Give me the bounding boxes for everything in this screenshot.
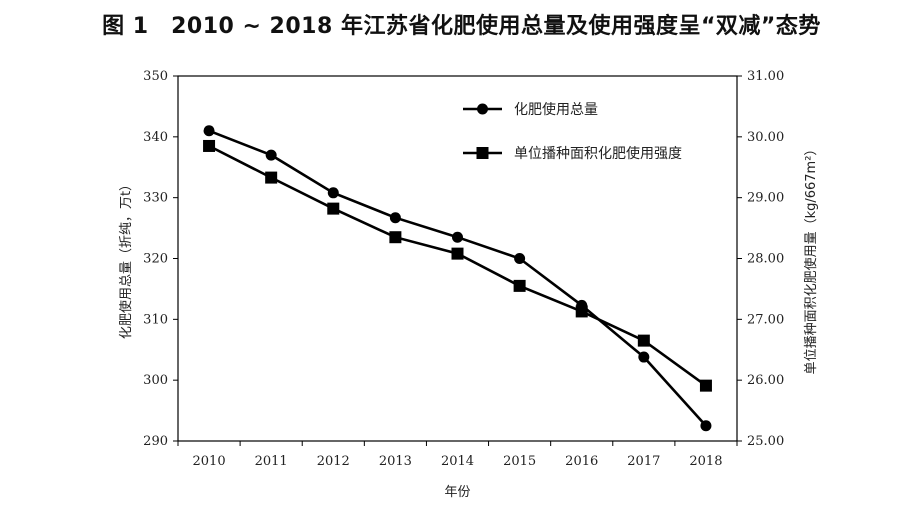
y-right-tick-label: 30.00 bbox=[747, 130, 784, 145]
y-right-tick-label: 27.00 bbox=[747, 312, 784, 327]
series-1-point bbox=[203, 125, 215, 137]
legend-marker-circle bbox=[477, 103, 488, 115]
x-axis-label: 年份 bbox=[444, 485, 470, 500]
y-right-tick-label: 29.00 bbox=[747, 191, 784, 206]
x-tick-label: 2015 bbox=[503, 454, 536, 469]
y-left-tick-label: 340 bbox=[143, 130, 168, 145]
series-line-1 bbox=[208, 129, 707, 427]
x-tick-label: 2010 bbox=[193, 454, 226, 469]
y-left-tick-label: 300 bbox=[143, 373, 168, 388]
x-tick-label: 2013 bbox=[379, 454, 412, 469]
y-axis-right-label: 单位播种面积化肥使用量（kg/667m²） bbox=[803, 143, 819, 375]
series-2-point bbox=[637, 334, 650, 347]
y-left-tick-label: 290 bbox=[143, 434, 168, 449]
series-1-point bbox=[514, 253, 526, 264]
series-1-point bbox=[327, 187, 339, 199]
y-axis-left-label: 化肥使用总量（折纯，万t） bbox=[118, 178, 134, 339]
series-2-point bbox=[451, 247, 464, 260]
series-1-point bbox=[700, 420, 712, 432]
series-1-point bbox=[389, 212, 401, 224]
y-right-tick-label: 26.00 bbox=[747, 373, 784, 388]
series-lines-group bbox=[208, 129, 707, 427]
y-left-tick-label: 330 bbox=[143, 191, 168, 206]
x-tick-label: 2018 bbox=[689, 454, 722, 469]
legend-label-2: 单位播种面积化肥使用强度 bbox=[514, 145, 682, 162]
y-left-tick-label: 310 bbox=[143, 312, 168, 327]
series-2-point bbox=[203, 139, 216, 152]
series-2-point bbox=[389, 231, 402, 244]
series-1-point bbox=[265, 149, 277, 161]
series-1-point bbox=[452, 231, 463, 243]
series-markers-group bbox=[203, 125, 712, 432]
x-tick-label: 2017 bbox=[627, 454, 660, 469]
x-tick-label: 2014 bbox=[441, 454, 474, 469]
y-right-tick-label: 28.00 bbox=[747, 252, 784, 267]
series-2-point bbox=[699, 379, 712, 392]
series-1-point bbox=[638, 351, 650, 363]
y-left-tick-label: 350 bbox=[143, 69, 168, 84]
x-tick-label: 2011 bbox=[255, 454, 288, 469]
chart-title: 图 1 2010 ~ 2018 年江苏省化肥使用总量及使用强度呈“双减”态势 bbox=[102, 14, 821, 39]
y-left-tick-label: 320 bbox=[143, 252, 168, 267]
series-line-2 bbox=[208, 144, 707, 387]
series-2-point bbox=[265, 171, 278, 184]
legend-marker-square bbox=[476, 147, 489, 159]
x-tick-label: 2016 bbox=[565, 454, 598, 469]
ticks-group: 290 300 310 320 330 340 350 25.00 26.00 27.00 28.0… bbox=[143, 69, 784, 469]
series-2-point bbox=[327, 202, 340, 215]
y-right-tick-label: 31.00 bbox=[747, 69, 784, 84]
series-2-point bbox=[513, 279, 526, 292]
x-tick-label: 2012 bbox=[317, 454, 350, 469]
series-2-point bbox=[575, 305, 588, 318]
legend-label-1: 化肥使用总量 bbox=[514, 101, 598, 118]
y-right-tick-label: 25.00 bbox=[747, 434, 784, 449]
